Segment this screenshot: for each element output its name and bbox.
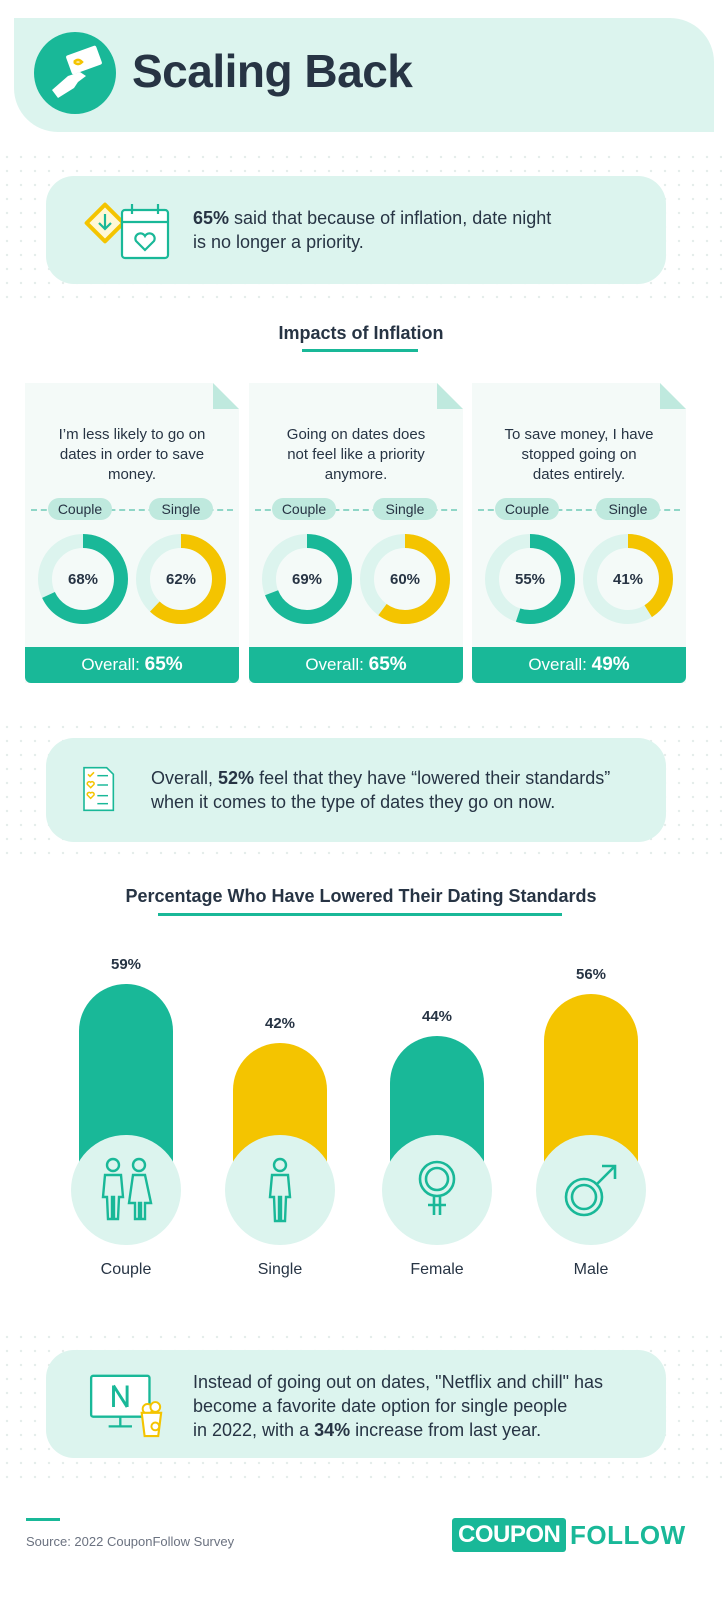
chart-title-underline	[158, 913, 562, 916]
statement-line: Going on dates does	[286, 426, 426, 443]
statement-line: To save money, I have	[504, 426, 654, 443]
single-pill: Single	[149, 498, 213, 520]
couple-pill: Couple	[495, 498, 559, 520]
bar-category-label: Single	[257, 1261, 303, 1278]
callout-lowered-standards-text: Overall, 52% feel that they have “lowere…	[151, 768, 611, 812]
overall-label: Overall:	[81, 655, 140, 674]
donut-arc	[583, 534, 673, 624]
callout-lowered-standards: Overall, 52% feel that they have “lowere…	[46, 738, 666, 842]
impact-card: Going on dates does not feel like a prior…	[249, 383, 463, 683]
donut-arc	[360, 534, 450, 624]
divider-dashed	[31, 509, 233, 511]
page-fold-corner	[213, 383, 239, 409]
donut-value: 55%	[515, 571, 545, 588]
checklist-hearts-icon	[83, 766, 115, 812]
netflix-popcorn-icon	[89, 1374, 163, 1438]
source-accent-line	[26, 1518, 60, 1521]
impact-card: To save money, I have stopped going on dat…	[472, 383, 686, 683]
brand-follow: FOLLOW	[570, 1520, 686, 1550]
single-donut: 62%	[136, 534, 226, 624]
donut-arc	[136, 534, 226, 624]
overall-bar: Overall: 65%	[249, 647, 463, 683]
single-donut: 41%	[583, 534, 673, 624]
couple-pill: Couple	[48, 498, 112, 520]
statement-line: stopped going on	[521, 446, 637, 463]
overall-label: Overall:	[305, 655, 364, 674]
couple-donut: 68%	[38, 534, 128, 624]
bar-value-label: 44%	[421, 1008, 453, 1025]
couple-donut: 69%	[262, 534, 352, 624]
divider-dashed	[478, 509, 680, 511]
donut-value: 68%	[68, 571, 98, 588]
overall-value: 49%	[591, 654, 630, 675]
header-banner: Scaling Back	[14, 18, 714, 132]
donut-value: 69%	[292, 571, 322, 588]
statement-line: dates entirely.	[532, 466, 626, 483]
callout-date-night-text: 65% said that because of inflation, date…	[193, 208, 552, 252]
title-underline	[302, 349, 418, 352]
page-fold-corner	[437, 383, 463, 409]
statement-line: anymore.	[324, 466, 388, 483]
bar-value-label: 59%	[110, 955, 142, 973]
donut-arc	[485, 534, 575, 624]
source-note: Source: 2022 CouponFollow Survey	[26, 1534, 235, 1549]
single-person-icon	[225, 1135, 335, 1245]
donut-value: 41%	[613, 571, 643, 588]
female-symbol-icon	[382, 1135, 492, 1245]
statement-line: money.	[107, 466, 157, 483]
impacts-section-title: Impacts of Inflation	[278, 323, 444, 343]
donut-arc	[262, 534, 352, 624]
statement-line: I’m less likely to go on	[58, 426, 206, 443]
single-donut: 60%	[360, 534, 450, 624]
couple-pill: Couple	[272, 498, 336, 520]
bar-category-label: Female	[410, 1261, 464, 1278]
impact-statement: I’m less likely to go on dates in order t…	[43, 425, 221, 485]
callout-netflix: Instead of going out on dates, "Netflix …	[46, 1350, 666, 1458]
couple-icon	[71, 1135, 181, 1245]
overall-value: 65%	[144, 654, 183, 675]
overall-value: 65%	[368, 654, 407, 675]
bar-value-label: 56%	[575, 966, 607, 983]
statement-line: not feel like a priority	[287, 446, 425, 463]
divider-dashed	[255, 509, 457, 511]
statement-line: dates in order to save	[59, 446, 205, 463]
overall-bar: Overall: 49%	[472, 647, 686, 683]
male-symbol-icon	[536, 1135, 646, 1245]
donut-value: 60%	[390, 571, 420, 588]
impact-statement: Going on dates does not feel like a prior…	[267, 425, 445, 485]
donut-arc	[38, 534, 128, 624]
impact-card: I’m less likely to go on dates in order t…	[25, 383, 239, 683]
bar-category-label: Male	[573, 1261, 609, 1278]
couple-donut: 55%	[485, 534, 575, 624]
callout-netflix-text: Instead of going out on dates, "Netflix …	[193, 1372, 604, 1440]
single-pill: Single	[596, 498, 660, 520]
impact-statement: To save money, I have stopped going on dat…	[490, 425, 668, 485]
overall-bar: Overall: 65%	[25, 647, 239, 683]
overall-label: Overall:	[528, 655, 587, 674]
page-fold-corner	[660, 383, 686, 409]
bar-category-label: Couple	[100, 1261, 152, 1278]
calendar-heart-icon	[84, 202, 170, 260]
brand-coupon: COUPON	[452, 1518, 567, 1552]
page-title: Scaling Back	[132, 45, 413, 97]
chart-title: Percentage Who Have Lowered Their Dating…	[125, 886, 597, 906]
bar-value-label: 42%	[264, 1015, 296, 1032]
single-pill: Single	[373, 498, 437, 520]
donut-value: 62%	[166, 571, 196, 588]
callout-date-night: 65% said that because of inflation, date…	[46, 176, 666, 284]
money-hand-icon	[34, 32, 116, 114]
